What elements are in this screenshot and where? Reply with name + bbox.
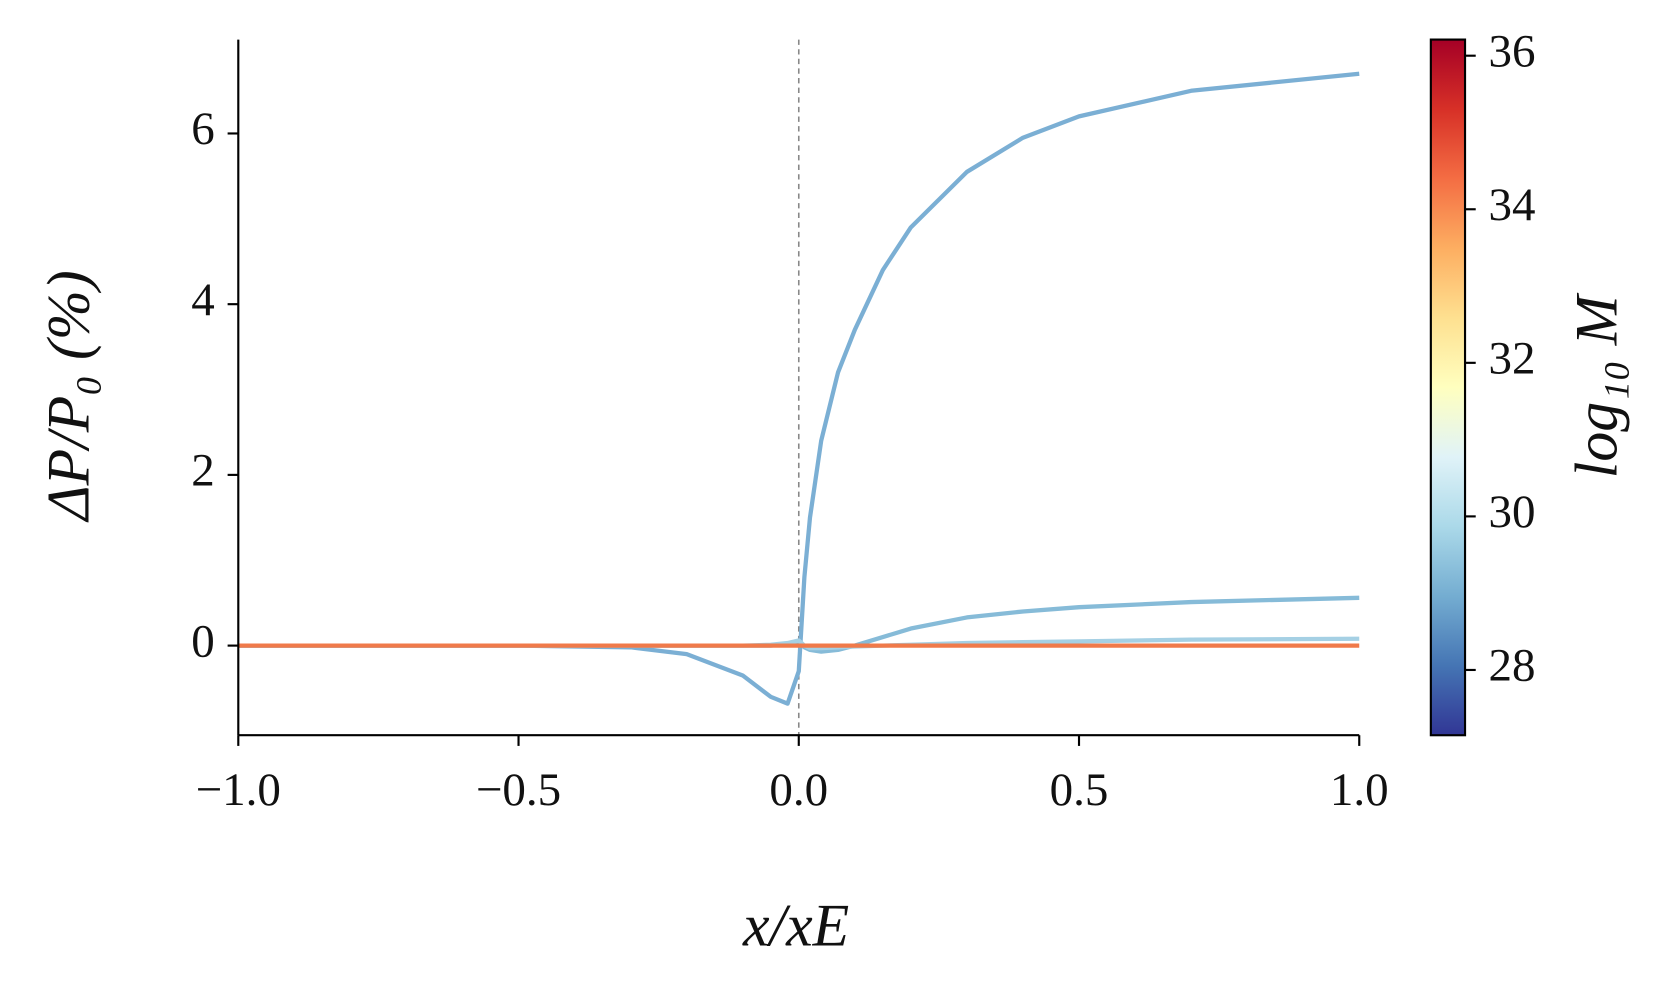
y-tick-label: 2	[191, 445, 215, 497]
data-line	[238, 71, 1360, 706]
colorbar-tick-label: 30	[1489, 486, 1536, 538]
x-tick-label: −1.0	[196, 764, 281, 816]
x-tick-label: −0.5	[476, 764, 561, 816]
y-tick-label: 6	[191, 103, 215, 155]
colorbar-tick-label: 36	[1489, 25, 1536, 77]
colorbar-label: log₁₀ M	[1564, 292, 1630, 478]
x-axis-label: x/xE	[742, 893, 849, 959]
y-axis-label: ΔP/P₀ (%)	[36, 270, 102, 522]
colorbar-tick-label: 34	[1489, 179, 1536, 231]
y-tick-label: 4	[191, 274, 215, 326]
x-tick-label: 0.0	[769, 764, 828, 816]
colorbar	[1429, 38, 1467, 737]
x-tick-label: 1.0	[1330, 764, 1389, 816]
x-tick-label: 0.5	[1050, 764, 1109, 816]
colorbar-tick-label: 28	[1489, 640, 1536, 692]
y-tick-label: 0	[191, 615, 215, 667]
colorbar-tick-label: 32	[1489, 333, 1536, 385]
